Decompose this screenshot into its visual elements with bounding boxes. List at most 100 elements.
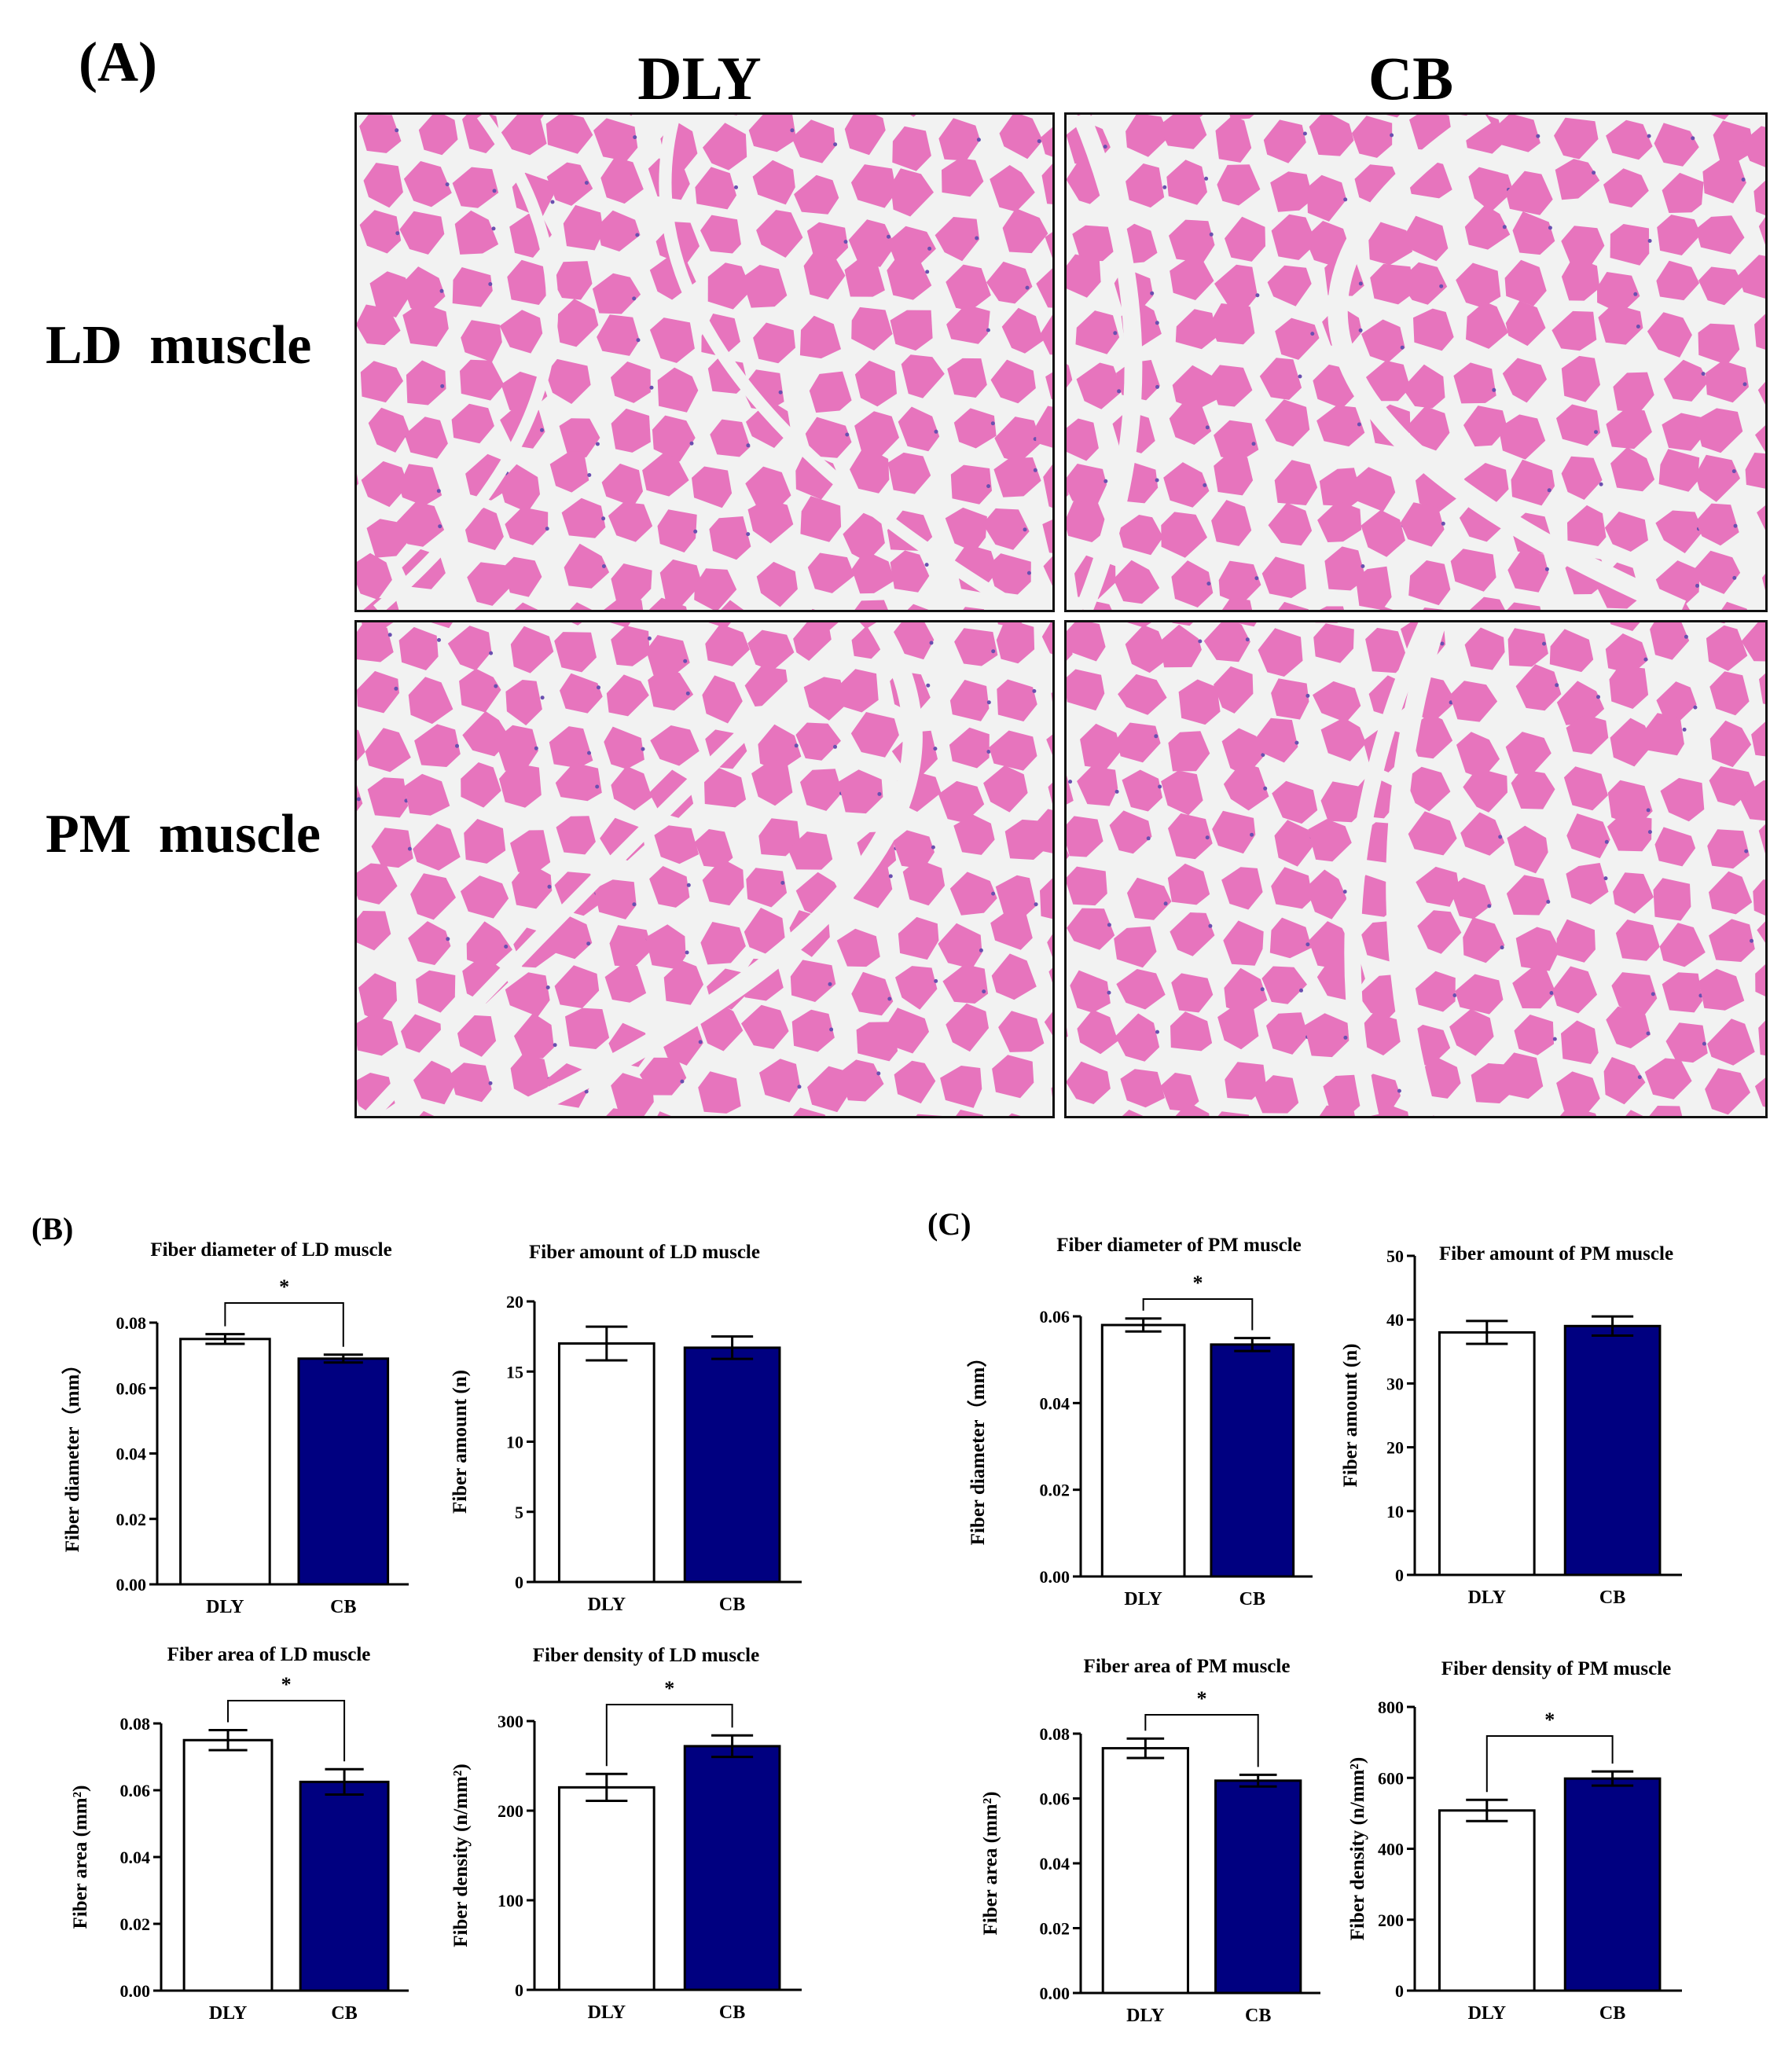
x-tick-label: CB bbox=[331, 2003, 357, 2024]
y-axis-label: Fiber amount (n) bbox=[1340, 1344, 1361, 1488]
x-tick-label: DLY bbox=[209, 2003, 247, 2024]
row-header-ld: LD muscle bbox=[46, 315, 312, 376]
y-tick-label: 200 bbox=[498, 1801, 523, 1821]
y-tick-label: 0 bbox=[515, 1573, 523, 1592]
significance-marker: * bbox=[1192, 1272, 1203, 1294]
significance-marker: * bbox=[1544, 1709, 1555, 1731]
y-axis-label: Fiber area (mm²) bbox=[980, 1792, 1001, 1936]
x-tick-label: CB bbox=[719, 1595, 745, 1615]
significance-bracket bbox=[1144, 1714, 1259, 1767]
x-tick-label: DLY bbox=[206, 1597, 244, 1617]
chart-c3: Fiber area of PM muscle 0.00 0.02 0.04 0.06 0… bbox=[980, 1656, 1320, 2026]
bar-cb bbox=[683, 1745, 781, 1991]
y-axis-label: Fiber area (mm²) bbox=[70, 1786, 91, 1929]
y-tick-label: 0.04 bbox=[120, 1848, 151, 1867]
y-tick-label: 0.08 bbox=[116, 1313, 147, 1333]
micrograph-ld-dly bbox=[354, 112, 1055, 612]
column-header-dly: DLY bbox=[637, 44, 762, 112]
bar-cb bbox=[683, 1346, 781, 1584]
bar-dly bbox=[1100, 1323, 1186, 1578]
chart-title: Fiber area of LD muscle bbox=[167, 1644, 371, 1665]
y-tick-label: 0.00 bbox=[116, 1575, 147, 1595]
y-tick-label: 40 bbox=[1386, 1310, 1404, 1330]
bar-dly bbox=[1438, 1809, 1536, 1992]
y-tick-label: 0.08 bbox=[120, 1714, 151, 1734]
y-axis-label: Fiber diameter（mm） bbox=[966, 1348, 989, 1546]
y-tick-label: 15 bbox=[506, 1362, 523, 1382]
x-tick-label: DLY bbox=[588, 1595, 626, 1615]
y-tick-label: 600 bbox=[1378, 1768, 1404, 1788]
panel-c-label: (C) bbox=[927, 1206, 971, 1242]
significance-bracket bbox=[605, 1704, 733, 1767]
row-header-pm: PM muscle bbox=[46, 804, 321, 864]
y-tick-label: 0.02 bbox=[1040, 1481, 1070, 1500]
x-tick-label: CB bbox=[1239, 1589, 1265, 1609]
y-tick-label: 0.02 bbox=[120, 1914, 151, 1934]
x-tick-label: DLY bbox=[1468, 2003, 1506, 2024]
y-axis-label: Fiber density (n/mm²) bbox=[1347, 1757, 1368, 1940]
chart-title: Fiber amount of LD muscle bbox=[529, 1242, 760, 1263]
y-tick-label: 0 bbox=[515, 1980, 523, 2000]
bar-dly bbox=[182, 1738, 274, 1992]
significance-marker: * bbox=[664, 1677, 674, 1700]
y-tick-label: 0 bbox=[1395, 1981, 1404, 2001]
chart-b1: Fiber diameter of LD muscle 0.00 0.02 0.04 0… bbox=[61, 1239, 409, 1617]
significance-marker: * bbox=[281, 1673, 292, 1696]
bar-cb bbox=[1563, 1777, 1662, 1992]
panel-b-label: (B) bbox=[31, 1211, 74, 1246]
y-tick-label: 0.02 bbox=[116, 1510, 147, 1529]
chart-c1: Fiber diameter of PM muscle 0.00 0.02 0.04 0… bbox=[966, 1235, 1313, 1609]
y-tick-label: 0.04 bbox=[116, 1444, 147, 1464]
significance-marker: * bbox=[1197, 1687, 1207, 1710]
y-tick-label: 0.08 bbox=[1040, 1724, 1070, 1744]
chart-c2: Fiber amount of PM muscle 0 10 20 30 40 50 Fibe… bbox=[1340, 1243, 1682, 1608]
chart-b2: Fiber amount of LD muscle 0 5 10 15 20 Fiber a… bbox=[450, 1242, 802, 1615]
bar-dly bbox=[1438, 1330, 1536, 1576]
y-tick-label: 10 bbox=[1386, 1502, 1404, 1521]
bar-cb bbox=[1214, 1779, 1302, 1995]
y-tick-label: 0.06 bbox=[116, 1378, 147, 1398]
chart-title: Fiber density of LD muscle bbox=[533, 1645, 759, 1666]
x-tick-label: CB bbox=[1599, 1587, 1625, 1608]
y-tick-label: 200 bbox=[1378, 1910, 1404, 1930]
x-tick-label: DLY bbox=[588, 2002, 626, 2023]
x-tick-label: CB bbox=[330, 1597, 356, 1617]
bar-dly bbox=[1101, 1747, 1189, 1995]
chart-title: Fiber amount of PM muscle bbox=[1439, 1243, 1673, 1264]
micrograph-pm-dly bbox=[354, 620, 1055, 1118]
y-tick-label: 0.04 bbox=[1040, 1393, 1070, 1413]
bar-cb bbox=[299, 1780, 390, 1992]
x-tick-label: CB bbox=[1599, 2003, 1625, 2024]
y-tick-label: 0.00 bbox=[120, 1981, 151, 2001]
chart-title: Fiber density of PM muscle bbox=[1441, 1658, 1672, 1679]
y-tick-label: 0.04 bbox=[1040, 1854, 1070, 1874]
bar-cb bbox=[1210, 1343, 1295, 1578]
bar-dly bbox=[179, 1338, 271, 1586]
chart-title: Fiber diameter of PM muscle bbox=[1056, 1235, 1302, 1256]
y-tick-label: 0.06 bbox=[120, 1781, 151, 1800]
y-tick-label: 0 bbox=[1395, 1565, 1404, 1585]
x-tick-label: CB bbox=[1245, 2006, 1271, 2026]
y-axis-label: Fiber density (n/mm²) bbox=[450, 1764, 472, 1947]
significance-bracket bbox=[1485, 1735, 1614, 1793]
significance-bracket bbox=[224, 1302, 344, 1347]
y-tick-label: 100 bbox=[498, 1891, 523, 1910]
x-tick-label: CB bbox=[719, 2002, 745, 2023]
y-tick-label: 20 bbox=[506, 1292, 523, 1312]
y-tick-label: 800 bbox=[1378, 1697, 1404, 1717]
y-tick-label: 30 bbox=[1386, 1374, 1404, 1393]
chart-b4: Fiber density of LD muscle 0 100 200 300 Fibe… bbox=[450, 1645, 802, 2023]
x-tick-label: DLY bbox=[1126, 2006, 1164, 2026]
bar-cb bbox=[1563, 1324, 1662, 1576]
significance-bracket bbox=[227, 1700, 346, 1762]
panel-a-label: (A) bbox=[79, 31, 157, 94]
bar-cb bbox=[297, 1357, 390, 1586]
bar-dly bbox=[557, 1786, 655, 1991]
y-tick-label: 0.06 bbox=[1040, 1789, 1070, 1809]
column-header-cb: CB bbox=[1368, 44, 1454, 112]
chart-title: Fiber area of PM muscle bbox=[1084, 1656, 1291, 1677]
y-tick-label: 5 bbox=[515, 1503, 523, 1522]
y-tick-label: 0.00 bbox=[1040, 1567, 1070, 1587]
significance-bracket bbox=[1142, 1298, 1254, 1330]
